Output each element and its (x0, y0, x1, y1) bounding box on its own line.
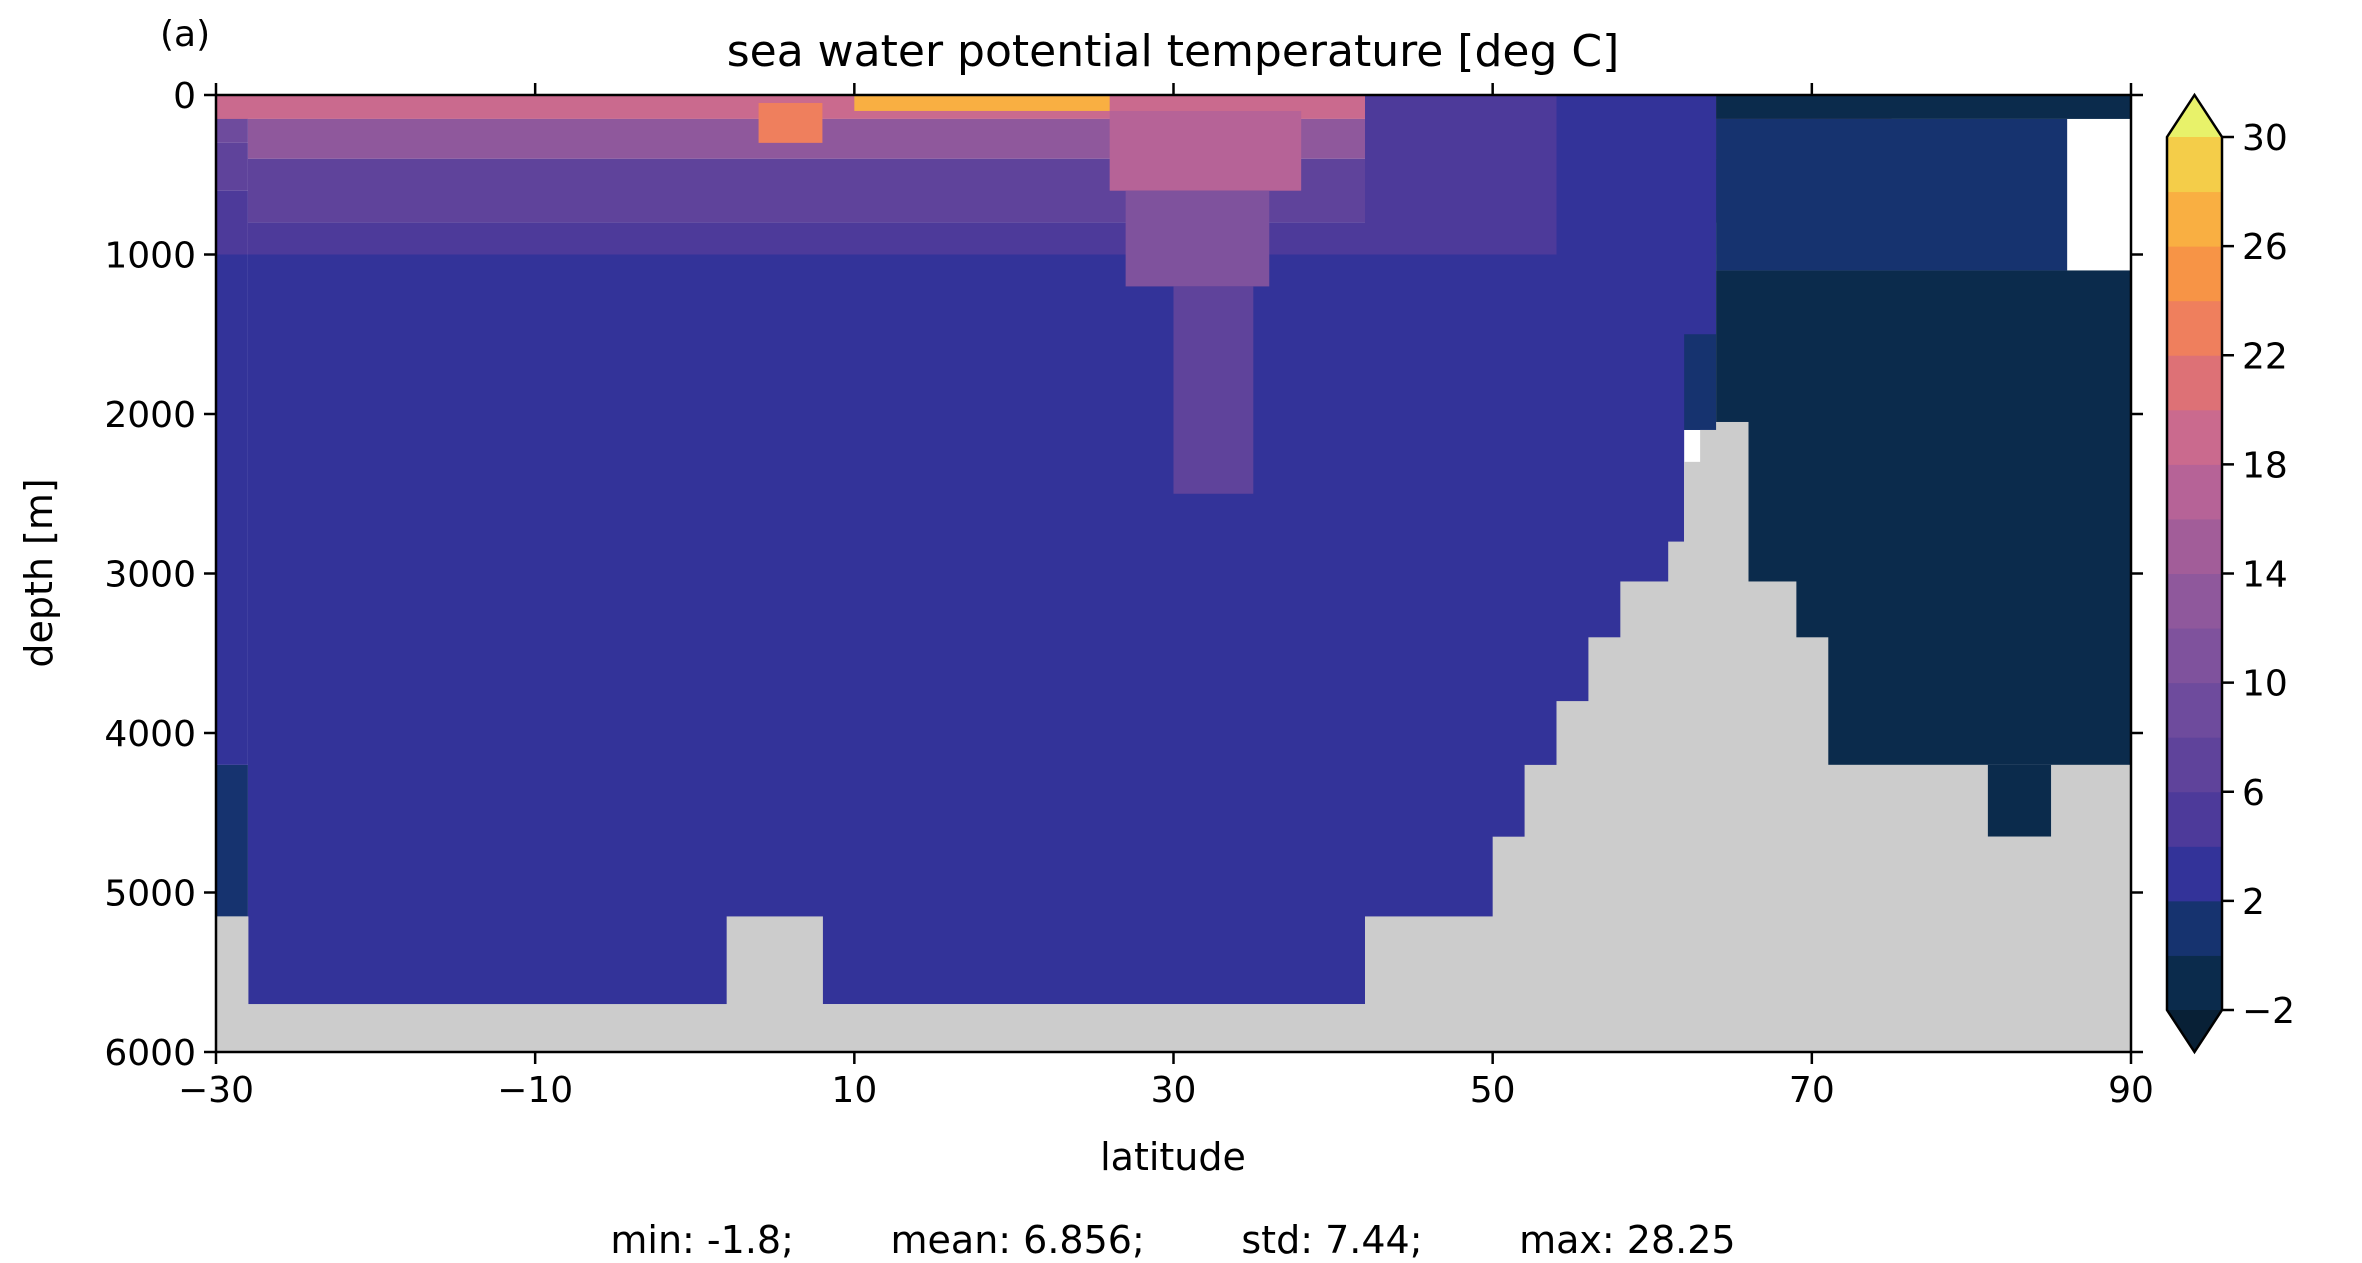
colorbar-tick-label: 10 (2242, 664, 2288, 705)
field-cell (1987, 764, 2052, 837)
colorbar-segment (2167, 137, 2222, 193)
x-axis-ticks: −30 −10 10 30 50 70 90 (178, 83, 2154, 1111)
land-cell (1716, 421, 1733, 1052)
colorbar-segment (2167, 191, 2222, 247)
field-cell (1109, 110, 1302, 191)
land-cell (1668, 541, 1685, 1052)
colorbar-segment (2167, 355, 2222, 411)
land-cell (1365, 916, 1494, 1052)
field-cell (216, 764, 248, 917)
land-cell (1748, 581, 1797, 1052)
summary-statistics: min: -1.8; mean: 6.856; std: 7.44; max: … (610, 1218, 1735, 1262)
x-tick-label: 70 (1789, 1070, 1835, 1111)
land-cell (1795, 637, 1829, 1052)
land-cell (1732, 421, 1749, 1052)
y-tick-label: 3000 (104, 555, 196, 596)
y-axis-ticks: 0 1000 2000 3000 4000 5000 6000 (104, 76, 2143, 1074)
colorbar-segment (2167, 409, 2222, 465)
land-cell (1827, 764, 1988, 1052)
x-tick-label: −10 (497, 1070, 573, 1111)
colorbar-tick-label: 18 (2242, 445, 2288, 486)
y-tick-label: 0 (173, 76, 196, 117)
colorbar-segment (2167, 846, 2222, 902)
field-cell (1365, 95, 1573, 255)
land-cell (1588, 637, 1621, 1052)
colorbar-segment (2167, 900, 2222, 956)
colorbar-extend-min (2167, 1010, 2222, 1052)
field-cell (1173, 286, 1254, 494)
y-tick-label: 6000 (104, 1033, 196, 1074)
colorbar-tick-label: 26 (2242, 227, 2288, 268)
land-cell (1524, 764, 1557, 1052)
colorbar-extend-max (2167, 95, 2222, 137)
y-tick-label: 1000 (104, 236, 196, 277)
colorbar-segment (2167, 955, 2222, 1011)
x-tick-label: 50 (1470, 1070, 1516, 1111)
field-cell (1716, 95, 2131, 119)
colorbar-tick-label: 6 (2242, 773, 2265, 814)
field-cell (758, 102, 823, 143)
plot-area: −30 −10 10 30 50 70 90 0 1000 2000 3000 4000 5000 60… (104, 76, 2154, 1111)
colorbar-tick-label: 22 (2242, 336, 2288, 377)
colorbar-segment (2167, 246, 2222, 302)
x-tick-label: 10 (831, 1070, 877, 1111)
colorbar-segment (2167, 300, 2222, 356)
land-mask (216, 421, 2131, 1052)
field-cell (216, 254, 248, 765)
panel-label: (a) (160, 14, 210, 55)
colorbar-segment (2167, 791, 2222, 847)
y-tick-label: 4000 (104, 714, 196, 755)
colorbar-segment (2167, 573, 2222, 629)
colorbar-tick-label: 14 (2242, 555, 2288, 596)
land-cell (1620, 581, 1669, 1052)
colorbar-segment (2167, 737, 2222, 793)
land-cell (1492, 836, 1526, 1052)
y-axis-label: depth [m] (17, 478, 61, 667)
land-cell (822, 1004, 1366, 1052)
x-axis-label: latitude (1100, 1135, 1246, 1179)
land-cell (1684, 461, 1701, 1052)
colorbar-tick-label: 30 (2242, 118, 2288, 159)
field-cell (1716, 118, 2068, 271)
land-cell (247, 1004, 728, 1052)
x-tick-label: 30 (1151, 1070, 1197, 1111)
colorbar-segment (2167, 682, 2222, 738)
colorbar-segment (2167, 464, 2222, 520)
field-cell (1684, 334, 1717, 430)
chart-title: sea water potential temperature [deg C] (727, 26, 1620, 77)
land-cell (1556, 701, 1589, 1052)
land-cell (1700, 429, 1717, 1052)
land-cell (726, 916, 823, 1052)
colorbar-tick-label: −2 (2242, 991, 2295, 1032)
land-cell (2051, 764, 2131, 1052)
x-tick-label: −30 (178, 1070, 254, 1111)
land-cell (216, 916, 249, 1052)
temperature-field (216, 95, 2131, 1005)
colorbar-segment (2167, 518, 2222, 574)
colorbar-tick-label: 2 (2242, 882, 2265, 923)
field-cell (216, 190, 248, 255)
x-tick-label: 90 (2108, 1070, 2154, 1111)
field-cell (216, 142, 248, 191)
field-cell (854, 95, 1110, 111)
colorbar-segment (2167, 628, 2222, 684)
field-cell (247, 254, 1685, 1005)
field-cell (1125, 190, 1270, 287)
y-tick-label: 5000 (104, 874, 196, 915)
y-tick-label: 2000 (104, 395, 196, 436)
land-cell (1987, 836, 2052, 1052)
